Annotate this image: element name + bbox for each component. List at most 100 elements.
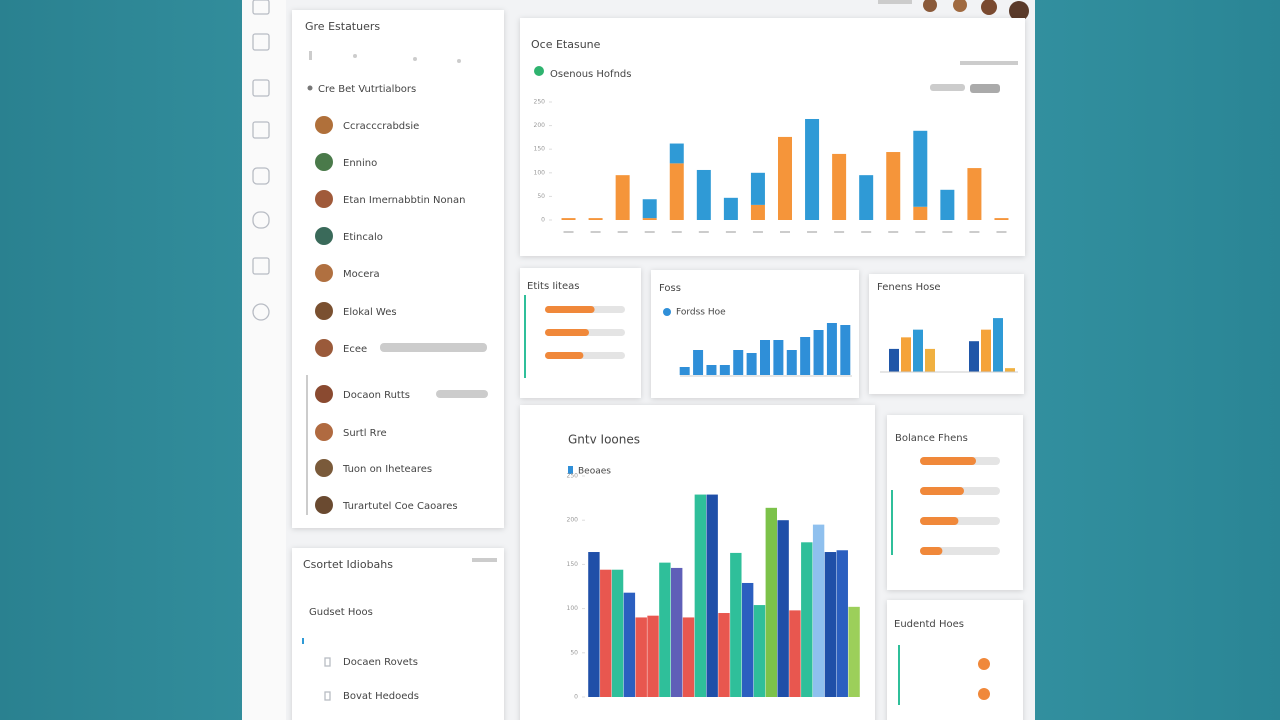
bar [750, 172, 765, 205]
icon[interactable] [252, 211, 270, 229]
person-name[interactable]: Ecee [343, 344, 367, 355]
y-tick-label: 50 [570, 649, 578, 656]
legend-swatch [663, 308, 671, 316]
icon [324, 691, 331, 701]
bar [832, 153, 847, 220]
person-name[interactable]: Tuon on Iheteares [342, 464, 432, 475]
bar [969, 341, 979, 372]
bullet [307, 85, 313, 91]
y-tick-label: 0 [541, 217, 545, 224]
person-name[interactable]: Etan Imernabbtin Nonan [343, 195, 465, 206]
placeholder [457, 59, 461, 63]
x-tick-placeholder [617, 231, 628, 233]
legend-label: Osenous Hofnds [550, 69, 631, 80]
panel-title: Gre Estatuers [305, 20, 380, 33]
card-title: Fenens Hose [877, 282, 941, 293]
bar [588, 218, 603, 220]
chart-title: Oce Etasune [531, 38, 601, 51]
bar [733, 350, 744, 375]
progress-bar [545, 352, 584, 359]
bar [826, 323, 837, 375]
bar [694, 494, 707, 697]
marker [302, 638, 304, 644]
y-tick-label: 250 [534, 99, 546, 106]
bar [746, 353, 757, 375]
progress-bar [920, 547, 943, 555]
progress-bar [545, 329, 589, 336]
icon[interactable] [252, 257, 270, 275]
avatar[interactable] [1009, 1, 1029, 21]
icon [324, 657, 331, 667]
placeholder [436, 390, 488, 398]
x-tick-placeholder [671, 231, 682, 233]
bar [588, 552, 600, 697]
x-tick-placeholder [780, 231, 790, 233]
sidebar [242, 0, 286, 720]
avatar [315, 459, 333, 477]
bar [789, 610, 801, 697]
card [887, 415, 1023, 590]
avatar[interactable] [953, 0, 967, 12]
bar [723, 197, 738, 220]
person-name[interactable]: Docaon Rutts [343, 390, 410, 401]
icon[interactable] [252, 121, 270, 139]
legend-swatch [568, 466, 573, 474]
bar [889, 348, 899, 372]
bar [859, 175, 874, 220]
avatar [315, 227, 333, 245]
person-name[interactable]: Etincalo [343, 232, 383, 243]
bar [981, 329, 991, 372]
x-tick-placeholder [888, 231, 899, 233]
bar [682, 617, 695, 697]
file-item[interactable]: Docaen Rovets [343, 657, 418, 668]
legend-label: Beoaes [578, 467, 611, 477]
x-tick-placeholder [942, 231, 953, 233]
person-name[interactable]: Mocera [343, 269, 380, 280]
person-name[interactable]: Elokal Wes [343, 307, 397, 318]
bar [706, 494, 718, 697]
bar [800, 337, 811, 375]
avatar[interactable] [923, 0, 937, 12]
bar [718, 613, 730, 697]
person-name[interactable]: Turartutel Coe Caoares [342, 501, 458, 512]
bar [750, 204, 765, 220]
placeholder[interactable] [930, 84, 965, 91]
bar [760, 340, 770, 375]
avatar [315, 116, 333, 134]
card [887, 600, 1023, 720]
icon[interactable] [252, 0, 270, 15]
icon[interactable] [252, 303, 270, 321]
placeholder[interactable] [970, 84, 1000, 93]
bar [812, 524, 825, 697]
bar [840, 325, 851, 375]
legend-label: Fordss Hoe [676, 308, 726, 318]
bar [623, 592, 636, 697]
bar [993, 318, 1003, 372]
y-tick-label: 100 [567, 605, 579, 612]
placeholder [380, 343, 487, 352]
person-name[interactable]: Ennino [343, 158, 377, 169]
bar [994, 218, 1009, 220]
bar [801, 542, 813, 697]
icon[interactable] [252, 33, 270, 51]
bar [696, 169, 711, 220]
section-title: Gudset Hoos [309, 607, 373, 618]
placeholder [413, 57, 417, 61]
y-tick-label: 250 [567, 473, 579, 480]
x-tick-placeholder [915, 231, 926, 233]
bar [706, 365, 717, 375]
bar [925, 348, 935, 372]
file-item[interactable]: Bovat Hedoeds [343, 691, 419, 702]
bar [824, 552, 837, 697]
icon[interactable] [252, 79, 270, 97]
avatar[interactable] [981, 0, 997, 15]
bar [913, 329, 923, 372]
avatar [315, 385, 333, 403]
icon[interactable] [252, 167, 270, 185]
person-name[interactable]: Surtl Rre [343, 428, 387, 439]
bar [615, 175, 630, 220]
x-tick-placeholder [698, 231, 709, 233]
person-name[interactable]: Ccracccrabdsie [343, 121, 419, 132]
bar [659, 562, 671, 697]
